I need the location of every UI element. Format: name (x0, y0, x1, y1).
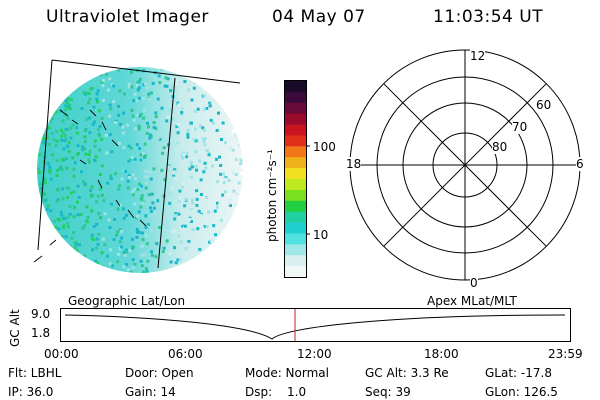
gain-field: Gain: 14 (125, 385, 176, 399)
mlt-label-0: 0 (470, 276, 478, 290)
color-scale-band (285, 255, 306, 267)
x-tick-2359: 23:59 (548, 347, 583, 361)
glat-field: GLat: -17.8 (485, 366, 552, 380)
altitude-curve (64, 314, 566, 340)
mode-field: Mode: Normal (245, 366, 329, 380)
x-tick-0000: 00:00 (44, 347, 79, 361)
color-scale-band (285, 266, 306, 278)
x-tick-1200: 12:00 (297, 347, 332, 361)
color-scale-band (285, 233, 306, 245)
dsp-label: Dsp: (245, 385, 273, 399)
observation-time: 11:03:54 UT (433, 7, 544, 27)
color-tick-100: 100 (313, 140, 336, 154)
y-tick-9: 9.0 (31, 307, 51, 321)
mlat-label-80: 80 (492, 140, 508, 154)
seq-field: Seq: 39 (365, 385, 411, 399)
altitude-timeline-chart (60, 308, 571, 342)
y-tick-1-8: 1.8 (31, 326, 51, 340)
timeline-left-title: Geographic Lat/Lon (68, 294, 186, 308)
color-scale-band (285, 244, 306, 256)
x-tick-0600: 06:00 (168, 347, 203, 361)
mlat-label-70: 70 (512, 120, 528, 134)
coastline-fragments (33, 109, 147, 263)
color-scale-band (285, 189, 306, 202)
color-scale-band (285, 91, 306, 104)
color-tick-10: 10 (313, 228, 329, 242)
filter-field: Flt: LBHL (8, 366, 62, 380)
gc-alt-axis-label: GC Alt (8, 309, 22, 347)
color-scale-unit: photon cm⁻²s⁻¹ (265, 149, 279, 242)
color-scale-ticks (306, 145, 310, 235)
uv-image-panel (33, 59, 243, 273)
mlt-label-6: 6 (576, 157, 584, 171)
color-scale-band (285, 146, 306, 158)
polar-mlat-mlt-plot (349, 49, 581, 281)
gc-alt-field: GC Alt: 3.3 Re (365, 366, 449, 380)
ip-field: IP: 36.0 (8, 385, 54, 399)
color-scale-band (285, 135, 306, 147)
mlt-label-18: 18 (346, 157, 362, 171)
timeline-frame (60, 308, 571, 342)
color-scale-band (285, 200, 306, 213)
color-scale-band (285, 124, 306, 136)
color-scale-bar: photon cm⁻²s⁻¹ (265, 80, 310, 278)
x-tick-1800: 18:00 (424, 347, 459, 361)
glon-field: GLon: 126.5 (485, 385, 558, 399)
color-scale-band (285, 81, 306, 93)
door-field: Door: Open (125, 366, 194, 380)
color-scale-band (285, 113, 306, 126)
mlt-label-12: 12 (470, 49, 486, 63)
color-scale-band (285, 211, 306, 224)
color-scale-band (285, 157, 306, 169)
timeline-right-title: Apex MLat/MLT (427, 294, 517, 308)
color-scale-band (285, 222, 306, 234)
mlat-label-60: 60 (536, 98, 552, 112)
color-scale-band (285, 168, 306, 180)
color-scale-band (285, 102, 306, 115)
instrument-title: Ultraviolet Imager (46, 7, 209, 27)
observation-date: 04 May 07 (272, 7, 366, 27)
color-scale-band (285, 179, 306, 191)
map-grid-lines (37, 59, 241, 269)
color-scale-gradient (285, 81, 306, 278)
polar-diagonal-b (383, 83, 547, 247)
dsp-value: 1.0 (287, 385, 307, 399)
